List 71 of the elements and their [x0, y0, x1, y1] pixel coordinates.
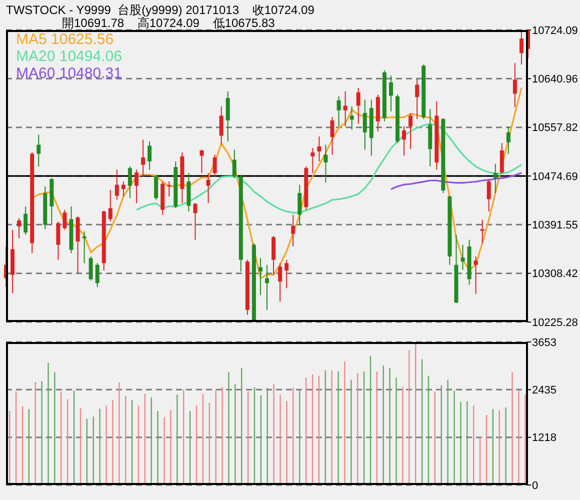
candlestick — [56, 220, 60, 260]
candlestick — [388, 75, 393, 112]
candlestick — [500, 142, 504, 174]
candlestick — [193, 202, 198, 240]
text: MA20 10494.06 — [16, 48, 122, 65]
candlestick — [95, 262, 100, 288]
candlestick — [154, 174, 158, 200]
y-tick-label: 10724.09 — [532, 24, 578, 37]
candlestick — [493, 163, 498, 194]
candlestick — [474, 256, 478, 294]
y-tick-label: 2435 — [532, 384, 556, 397]
y-tick-label: 10557.82 — [532, 122, 578, 134]
candlestick — [232, 149, 236, 179]
y-tick-label: 10640.96 — [532, 74, 578, 86]
candlestick — [128, 166, 132, 199]
y-tick-label: 1218 — [532, 432, 556, 444]
text: MA60 10480.31 — [16, 65, 122, 82]
line-series — [31, 86, 522, 280]
candlestick — [258, 258, 262, 296]
y-tick-label: 10474.69 — [532, 170, 578, 183]
candlestick — [17, 218, 22, 239]
candlestick — [408, 112, 413, 150]
candlestick — [460, 244, 465, 270]
candlestick — [486, 178, 491, 212]
text: MA5 10625.56 — [16, 31, 115, 48]
candlestick — [324, 144, 328, 183]
candlestick — [24, 206, 28, 236]
candlestick — [206, 172, 210, 204]
candlestick — [121, 180, 126, 197]
candlestick — [284, 259, 289, 289]
candlestick — [200, 149, 204, 174]
y-tick-label: 3653 — [532, 336, 556, 349]
candlestick — [108, 189, 112, 222]
candlestick — [62, 209, 67, 230]
chart-title: TWSTOCK - Y9999 台股(y9999) 20171013 收10724.09 — [6, 2, 314, 17]
candlestick — [265, 264, 269, 310]
candlestick — [88, 256, 93, 282]
candlestick — [506, 126, 510, 154]
candlestick — [167, 180, 172, 197]
y-tick-label: 10391.55 — [532, 220, 578, 232]
candlestick — [356, 88, 360, 124]
y-tick-label: 10308.42 — [532, 268, 578, 280]
candlestick — [212, 154, 217, 177]
candlestick — [362, 99, 367, 150]
candlestick — [226, 90, 230, 142]
candlestick — [219, 106, 224, 146]
candlestick — [298, 184, 302, 226]
candlestick — [291, 214, 296, 247]
candlestick — [330, 116, 334, 156]
line-series — [390, 172, 522, 190]
candlestick — [480, 219, 484, 244]
candlestick — [148, 140, 152, 170]
candlestick — [519, 31, 524, 65]
candlestick — [278, 262, 282, 302]
candlestick — [343, 90, 348, 127]
candlestick — [415, 78, 420, 120]
candlestick — [114, 169, 119, 200]
candlestick — [350, 106, 354, 130]
candlestick — [141, 139, 146, 177]
candlestick — [134, 169, 138, 204]
candlestick — [512, 62, 517, 108]
line-series — [136, 122, 522, 214]
candlestick — [317, 136, 322, 162]
candlestick — [36, 134, 41, 167]
y-tick-label: 0 — [532, 480, 538, 492]
candlestick — [336, 96, 341, 127]
y-tick-label: 10225.28 — [532, 316, 578, 329]
candlestick — [402, 126, 406, 156]
candlestick — [272, 235, 276, 276]
candlestick — [310, 148, 315, 174]
chart-subtitle: 開10691.78 高10724.09 低10675.83 — [62, 16, 275, 32]
